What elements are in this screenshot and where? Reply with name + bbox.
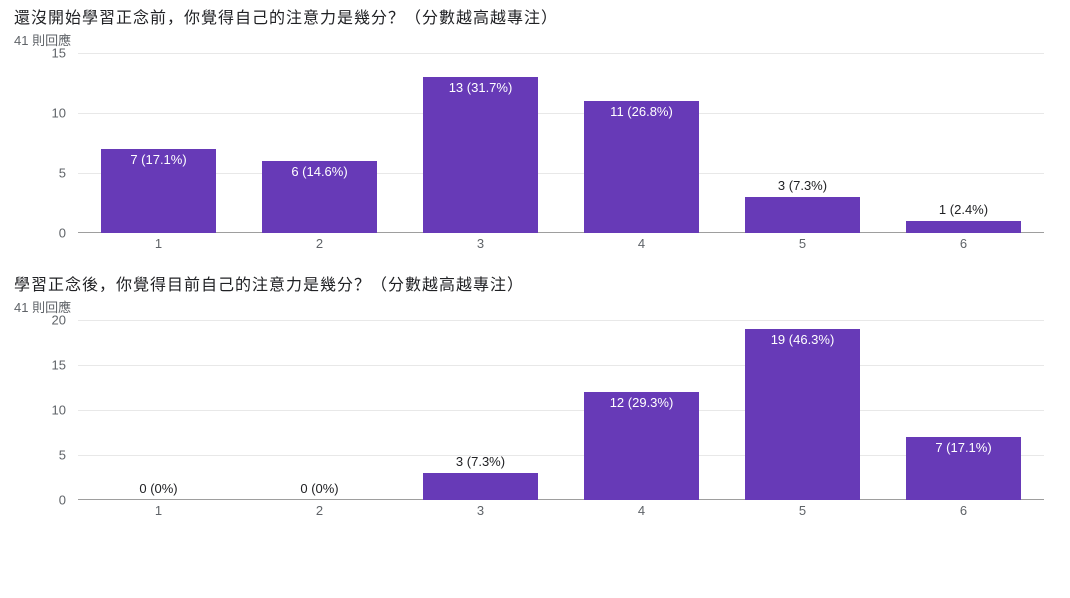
x-tick-label: 3: [400, 233, 561, 253]
question-block-2: 學習正念後，你覺得目前自己的注意力是幾分？（分數越高越專注） 41 則回應 20…: [14, 271, 1070, 520]
x-tick-label: 2: [239, 500, 400, 520]
bar-chart: 20 15 10 5 0 0 (0%) 0 (0%) 3 (7.3%) 12 (29.…: [14, 320, 1054, 520]
x-tick-label: 4: [561, 233, 722, 253]
x-tick-label: 6: [883, 233, 1044, 253]
bar-value-label: 1 (2.4%): [939, 202, 988, 217]
bar-slot: 12 (29.3%): [561, 320, 722, 500]
bar-value-label: 7 (17.1%): [935, 440, 991, 455]
response-count: 41 則回應: [14, 297, 1070, 316]
question-block-1: 還沒開始學習正念前，你覺得自己的注意力是幾分？（分數越高越專注） 41 則回應 …: [14, 4, 1070, 253]
page-root: 還沒開始學習正念前，你覺得自己的注意力是幾分？（分數越高越專注） 41 則回應 …: [0, 0, 1070, 520]
y-tick-label: 10: [52, 403, 66, 418]
bar[interactable]: [745, 329, 861, 500]
y-tick-label: 15: [52, 358, 66, 373]
bar-value-label: 3 (7.3%): [778, 178, 827, 193]
y-axis: 20 15 10 5 0: [14, 320, 74, 500]
y-tick-label: 0: [59, 493, 66, 508]
bar-slot: 3 (7.3%): [400, 320, 561, 500]
x-tick-label: 6: [883, 500, 1044, 520]
bar-value-label: 6 (14.6%): [291, 164, 347, 179]
bar[interactable]: [745, 197, 861, 233]
x-axis-labels: 1 2 3 4 5 6: [78, 500, 1044, 520]
plot-area: 7 (17.1%) 6 (14.6%) 13 (31.7%) 11 (26.8%) 3 …: [78, 53, 1044, 233]
bars-row: 7 (17.1%) 6 (14.6%) 13 (31.7%) 11 (26.8%) 3 …: [78, 53, 1044, 233]
bar-value-label: 0 (0%): [139, 481, 177, 496]
bar[interactable]: [906, 221, 1022, 233]
bar-slot: 13 (31.7%): [400, 53, 561, 233]
y-tick-label: 15: [52, 46, 66, 61]
bar-value-label: 13 (31.7%): [449, 80, 513, 95]
bar-slot: 7 (17.1%): [883, 320, 1044, 500]
question-title: 學習正念後，你覺得目前自己的注意力是幾分？（分數越高越專注）: [14, 271, 1070, 295]
plot-area: 0 (0%) 0 (0%) 3 (7.3%) 12 (29.3%) 19 (46.3%)…: [78, 320, 1044, 500]
y-tick-label: 5: [59, 448, 66, 463]
bar-slot: 3 (7.3%): [722, 53, 883, 233]
bar-chart: 15 10 5 0 7 (17.1%)6 (14.6%)13 (31.7%)11…: [14, 53, 1054, 253]
bar[interactable]: [423, 77, 539, 233]
bar-value-label: 19 (46.3%): [771, 332, 835, 347]
bar-slot: 0 (0%): [78, 320, 239, 500]
bar-slot: 7 (17.1%): [78, 53, 239, 233]
bar-value-label: 0 (0%): [300, 481, 338, 496]
bar-slot: 0 (0%): [239, 320, 400, 500]
x-tick-label: 1: [78, 500, 239, 520]
x-tick-label: 4: [561, 500, 722, 520]
bar-value-label: 11 (26.8%): [610, 104, 673, 119]
x-tick-label: 5: [722, 500, 883, 520]
bar-slot: 1 (2.4%): [883, 53, 1044, 233]
bar-slot: 11 (26.8%): [561, 53, 722, 233]
y-tick-label: 20: [52, 313, 66, 328]
bar-slot: 19 (46.3%): [722, 320, 883, 500]
bar-value-label: 3 (7.3%): [456, 454, 505, 469]
question-title: 還沒開始學習正念前，你覺得自己的注意力是幾分？（分數越高越專注）: [14, 4, 1070, 28]
y-tick-label: 5: [59, 166, 66, 181]
x-tick-label: 1: [78, 233, 239, 253]
y-tick-label: 10: [52, 105, 66, 120]
bar-value-label: 7 (17.1%): [130, 152, 186, 167]
x-axis-labels: 1 2 3 4 5 6: [78, 233, 1044, 253]
x-tick-label: 2: [239, 233, 400, 253]
x-tick-label: 3: [400, 500, 561, 520]
bars-row: 0 (0%) 0 (0%) 3 (7.3%) 12 (29.3%) 19 (46.3%)…: [78, 320, 1044, 500]
response-count: 41 則回應: [14, 30, 1070, 49]
x-tick-label: 5: [722, 233, 883, 253]
y-tick-label: 0: [59, 226, 66, 241]
bar-value-label: 12 (29.3%): [610, 395, 674, 410]
bar[interactable]: [423, 473, 539, 500]
bar-slot: 6 (14.6%): [239, 53, 400, 233]
bar[interactable]: [584, 101, 700, 233]
y-axis: 15 10 5 0: [14, 53, 74, 233]
